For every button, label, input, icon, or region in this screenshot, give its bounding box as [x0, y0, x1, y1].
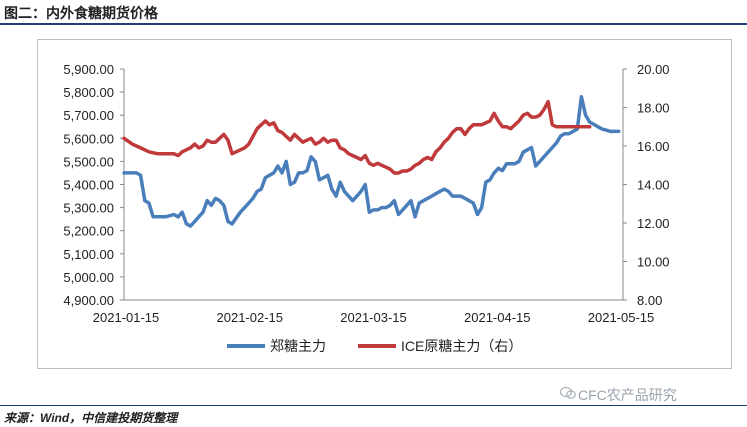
footer-divider: [0, 405, 747, 406]
watermark-text: CFC农产品研究: [578, 387, 677, 403]
y-left-tick-label: 5,400.00: [63, 178, 114, 193]
y-right-tick-label: 18.00: [637, 101, 670, 116]
y-left-tick-label: 5,500.00: [63, 154, 114, 169]
figure-title: 图二：内外食糖期货价格: [4, 5, 158, 21]
x-tick-label: 2021-05-15: [588, 310, 655, 325]
series-line-ice: [122, 99, 592, 175]
y-right-tick-label: 16.00: [637, 139, 670, 154]
legend: 郑糖主力 ICE原糖主力（右）: [227, 338, 522, 354]
title-underline: [0, 23, 747, 25]
y-right-tick-label: 20.00: [637, 62, 670, 77]
x-tick-label: 2021-01-15: [93, 310, 160, 325]
y-right-tick-label: 10.00: [637, 255, 670, 270]
y-left-tick-label: 5,600.00: [63, 131, 114, 146]
y-left-tick-label: 5,100.00: [63, 247, 114, 262]
x-tick-label: 2021-02-15: [217, 310, 284, 325]
y-left-tick-label: 5,000.00: [63, 270, 114, 285]
y-right-tick-label: 8.00: [637, 293, 662, 308]
y-right-tick-label: 12.00: [637, 216, 670, 231]
y-left-tick-label: 5,300.00: [63, 201, 114, 216]
series-line-zheng: [122, 94, 621, 228]
source-note: 来源：Wind，中信建投期货整理: [4, 411, 178, 425]
y-left-tick-label: 5,200.00: [63, 224, 114, 239]
title-bar: 图二：内外食糖期货价格: [0, 0, 747, 25]
y-left-tick-label: 5,700.00: [63, 108, 114, 123]
legend-label-zheng: 郑糖主力: [270, 338, 326, 354]
y-left-tick-label: 5,800.00: [63, 85, 114, 100]
x-tick-label: 2021-04-15: [464, 310, 531, 325]
series-lines-group: [122, 94, 621, 228]
wechat-icon: [560, 386, 576, 399]
axes-group: 4,900.00 5,000.00 5,100.00 5,200.00 5,300.00…: [63, 62, 669, 325]
x-tick-label: 2021-03-15: [340, 310, 407, 325]
chart-frame: [37, 39, 732, 369]
legend-label-ice: ICE原糖主力（右）: [401, 338, 522, 354]
y-left-tick-label: 4,900.00: [63, 293, 114, 308]
y-left-tick-label: 5,900.00: [63, 62, 114, 77]
y-right-tick-label: 14.00: [637, 178, 670, 193]
